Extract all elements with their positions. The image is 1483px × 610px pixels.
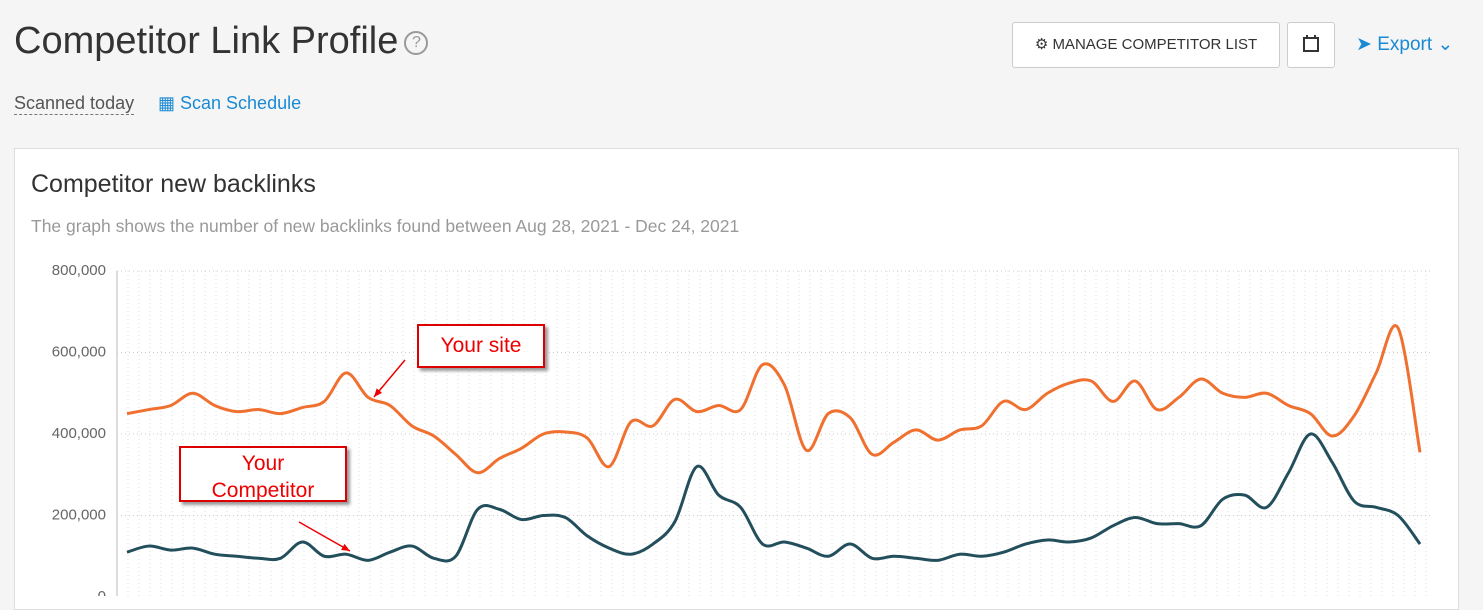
page: Competitor Link Profile? ⚙ MANAGE COMPET…: [14, 20, 1459, 610]
series-line: [126, 432, 1422, 563]
series-line: [126, 324, 1422, 475]
arrow-head: [374, 388, 383, 397]
chart-card: [14, 148, 1459, 610]
calendar-icon: [1303, 35, 1319, 52]
y-tick-label: 600,000: [52, 343, 106, 360]
chart: 0 200,000 400,000 600,000 800,000: [52, 262, 1430, 596]
page-title: Competitor Link Profile?: [14, 20, 429, 63]
arrow-head: [341, 543, 350, 551]
chart-title: Competitor new backlinks: [31, 170, 316, 198]
chart-subtitle: The graph shows the number of new backli…: [31, 216, 740, 236]
scanned-status: Scanned today: [14, 93, 135, 115]
annotation-arrow: [298, 521, 351, 552]
export-label: Export: [1377, 34, 1433, 55]
calendar-button[interactable]: [1287, 22, 1335, 68]
schedule-label: Scan Schedule: [180, 93, 302, 113]
y-tick-label: 200,000: [52, 506, 106, 523]
scan-schedule-link[interactable]: ▦ Scan Schedule: [158, 93, 302, 113]
annotation: Your site: [417, 324, 545, 368]
manage-label: MANAGE COMPETITOR LIST: [1052, 36, 1258, 53]
y-tick-label: 400,000: [52, 425, 106, 442]
help-icon[interactable]: ?: [404, 30, 429, 55]
y-tick-label: 0: [98, 588, 106, 596]
annotation: Your Competitor: [179, 446, 347, 502]
export-button[interactable]: ➤ Export ⌄: [1356, 34, 1454, 55]
title-text: Competitor Link Profile: [14, 20, 399, 62]
manage-button[interactable]: ⚙ MANAGE COMPETITOR LIST: [1012, 22, 1280, 68]
y-tick-label: 800,000: [52, 262, 106, 279]
